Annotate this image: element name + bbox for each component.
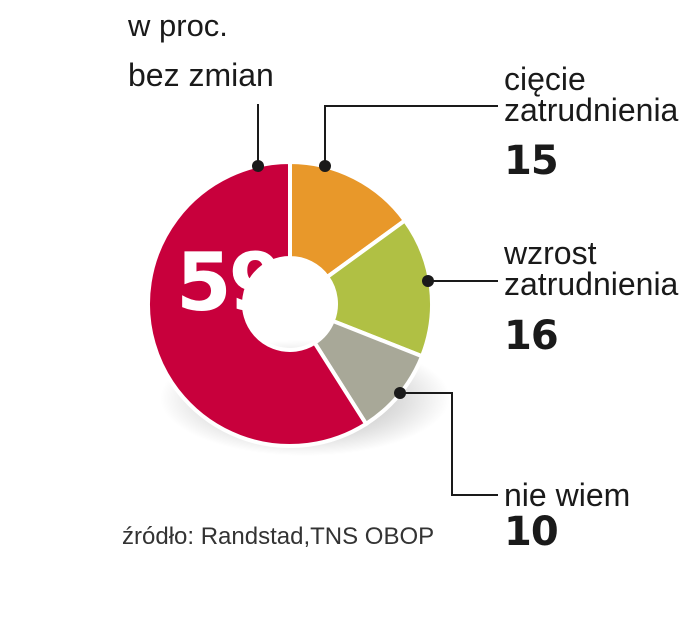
label-ciecie-line1: cięcie [504, 61, 586, 97]
label-nie-wiem: nie wiem [504, 477, 631, 513]
label-wzrost-line1: wzrost [504, 235, 597, 271]
slice-bez-zmian [146, 159, 369, 448]
leader-dot-nie-wiem [394, 387, 406, 399]
value-nie-wiem: 10 [504, 509, 559, 555]
leader-nie-wiem [400, 392, 498, 496]
label-bez-zmian: bez zmian [128, 57, 274, 93]
label-wzrost-line2: zatrudnienia [504, 266, 679, 302]
leader-ciecie [324, 105, 498, 166]
leader-dot-ciecie [319, 160, 331, 172]
value-bez-zmian: 59 [176, 236, 284, 329]
label-wzrost-zatrudnienia: wzrost zatrudnienia [504, 235, 679, 302]
unit-label: w proc. [128, 8, 228, 43]
source-note: źródło: Randstad,TNS OBOP [122, 523, 435, 550]
value-wzrost: 16 [504, 313, 559, 359]
slice-wzrost-zatrudnienia [324, 217, 434, 359]
leader-dot-bez-zmian [252, 160, 264, 172]
value-ciecie: 15 [504, 138, 559, 184]
label-ciecie-zatrudnienia: cięcie zatrudnienia [504, 61, 679, 128]
leader-dot-wzrost [422, 275, 434, 287]
label-ciecie-line2: zatrudnienia [504, 92, 679, 128]
